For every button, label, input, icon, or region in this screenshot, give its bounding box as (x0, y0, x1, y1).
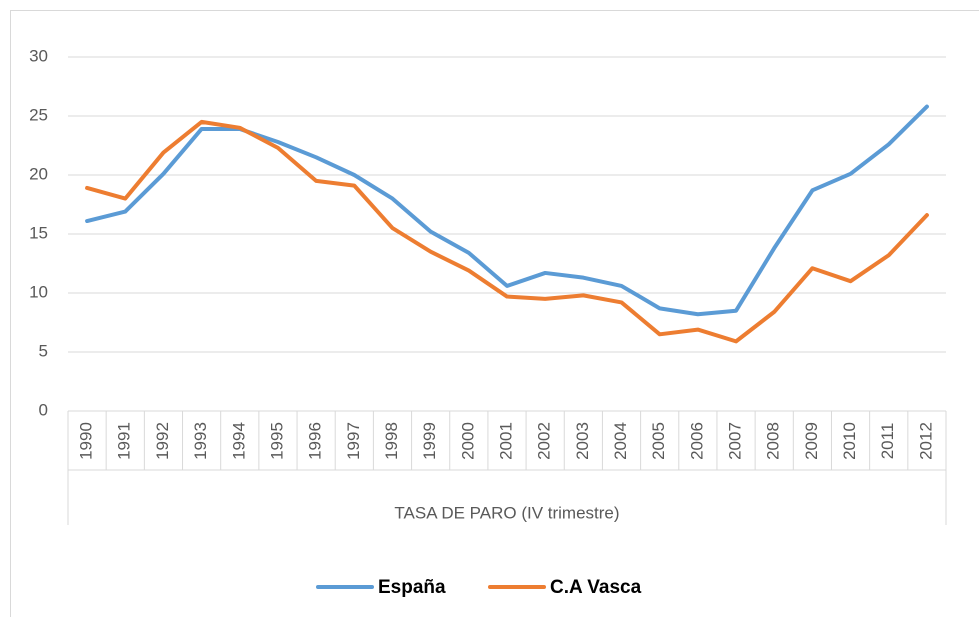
y-tick-label: 0 (39, 400, 48, 419)
legend-label: C.A Vasca (550, 577, 642, 598)
x-tick-label: 2010 (840, 422, 859, 460)
x-tick-label: 1994 (229, 422, 248, 460)
x-tick-label: 2000 (458, 422, 477, 460)
y-tick-label: 25 (29, 105, 48, 124)
x-tick-label: 2004 (611, 422, 630, 460)
x-tick-label: 1993 (191, 422, 210, 460)
data-line (85, 104, 929, 317)
x-tick-label: 1996 (306, 422, 325, 460)
x-tick-label: 1997 (344, 422, 363, 460)
x-tick-label: 2008 (764, 422, 783, 460)
x-axis-label: TASA DE PARO (IV trimestre) (394, 503, 619, 522)
x-tick-label: 2011 (878, 423, 897, 460)
x-tick-label: 1995 (267, 422, 286, 460)
data-line (85, 119, 929, 344)
y-tick-label: 15 (29, 223, 48, 242)
x-tick-label: 2002 (535, 422, 554, 460)
y-tick-label: 5 (39, 341, 48, 360)
y-tick-label: 10 (29, 282, 48, 301)
x-tick-label: 1998 (382, 422, 401, 460)
x-tick-label: 2005 (649, 422, 668, 460)
x-tick-label: 2001 (496, 422, 515, 460)
y-tick-label: 30 (29, 46, 48, 65)
x-tick-label: 2003 (573, 422, 592, 460)
x-tick-label: 2012 (916, 422, 935, 460)
x-tick-label: 2006 (687, 422, 706, 460)
x-tick-label: 2007 (726, 422, 745, 460)
x-tick-label: 1990 (77, 422, 96, 460)
x-tick-label: 1999 (420, 422, 439, 460)
x-tick-label: 2009 (802, 422, 821, 460)
legend-label: España (378, 577, 446, 598)
x-tick-label: 1991 (115, 422, 134, 460)
y-tick-label: 20 (29, 164, 48, 183)
chart-frame (10, 10, 979, 617)
x-tick-label: 1992 (153, 422, 172, 460)
